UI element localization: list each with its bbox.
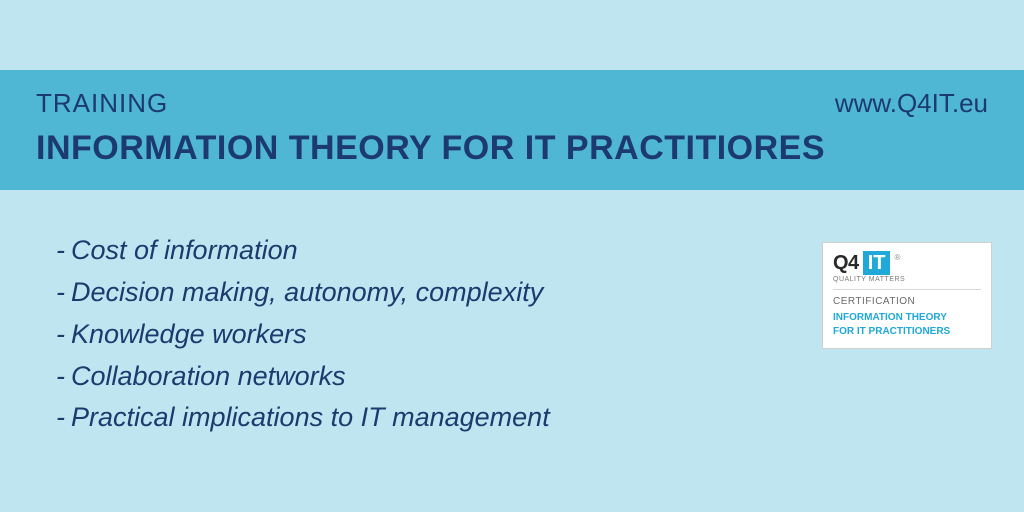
list-item: -Practical implications to IT management [56,397,988,439]
bullet-prefix: - [56,277,65,307]
bullet-prefix: - [56,319,65,349]
badge-cert-label: CERTIFICATION [833,296,981,307]
bullet-text: Collaboration networks [71,361,346,391]
website-url[interactable]: www.Q4IT.eu [835,88,988,119]
course-title: INFORMATION THEORY FOR IT PRACTITIORES [36,129,988,168]
header-row: TRAINING www.Q4IT.eu [36,88,988,119]
badge-logo-prefix: Q4 [833,252,859,275]
training-infographic: TRAINING www.Q4IT.eu INFORMATION THEORY … [0,0,1024,512]
badge-course-line: FOR IT PRACTITIONERS [833,325,981,339]
badge-course-line: INFORMATION THEORY [833,311,981,325]
top-spacer [0,0,1024,70]
bullet-prefix: - [56,235,65,265]
bullet-text: Practical implications to IT management [71,402,550,432]
badge-divider [833,289,981,290]
bullet-text: Cost of information [71,235,298,265]
list-item: -Collaboration networks [56,356,988,398]
badge-logo-box: IT [863,251,891,275]
badge-tagline: QUALITY MATTERS [833,276,981,283]
badge-course-name: INFORMATION THEORY FOR IT PRACTITIONERS [833,311,981,338]
bullet-text: Decision making, autonomy, complexity [71,277,543,307]
registered-icon: ® [894,253,900,262]
certification-badge: Q4 IT ® QUALITY MATTERS CERTIFICATION IN… [822,242,992,349]
bullet-prefix: - [56,402,65,432]
bullet-text: Knowledge workers [71,319,307,349]
training-label: TRAINING [36,88,168,119]
content-area: -Cost of information -Decision making, a… [0,190,1024,512]
header-band: TRAINING www.Q4IT.eu INFORMATION THEORY … [0,70,1024,190]
badge-logo: Q4 IT ® [833,251,981,275]
bullet-prefix: - [56,361,65,391]
